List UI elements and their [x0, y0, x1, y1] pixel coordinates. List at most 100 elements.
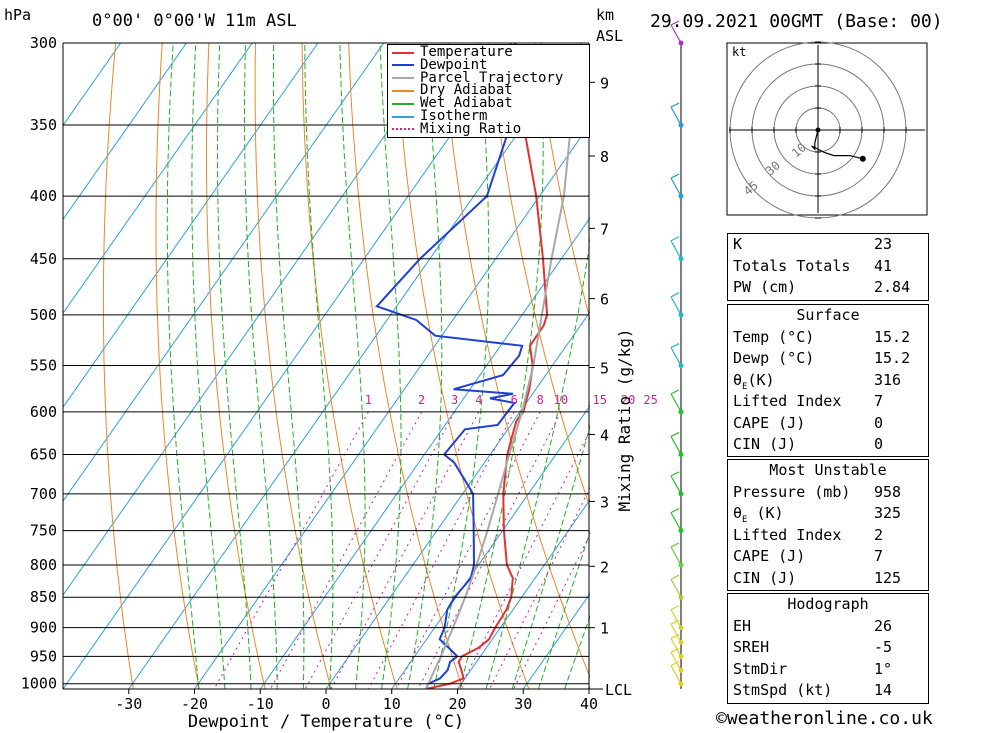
- km-tick-label: 2: [600, 558, 609, 576]
- pressure-tick-label: 650: [30, 445, 57, 463]
- wind-barb-staff: [670, 436, 682, 455]
- mixing-ratio-label: 15: [592, 393, 606, 407]
- surface-dewp-value: 15.2: [874, 349, 911, 367]
- mu-cape-label: CAPE (J): [733, 547, 806, 565]
- height-unit: km: [596, 6, 615, 24]
- wet-adiabat-line: [272, 43, 305, 689]
- eh-value: 26: [874, 616, 893, 635]
- lcl-label: LCL: [605, 681, 632, 699]
- mixing-ratio-label: 10: [554, 393, 568, 407]
- hodograph-stats-panel: Hodograph EH 26 SREH -5 StmDir 1° StmSpd (k…: [727, 593, 929, 704]
- wind-barb-staff: [670, 347, 682, 366]
- mixing-ratio-label: 1: [365, 393, 372, 407]
- mixing-ratio-line: [304, 411, 456, 689]
- surface-cin-label: CIN (J): [733, 435, 797, 453]
- wind-barb-flag: [670, 471, 680, 477]
- wind-barb-flag: [670, 647, 680, 653]
- wind-barb-staff: [670, 24, 682, 44]
- mixing-ratio-line: [417, 411, 562, 689]
- x-tick-label: 30: [514, 695, 532, 713]
- skewt-axes: 1 2 3 4 6 8 10 15 20 2530035040045050055060065070…: [21, 34, 658, 732]
- km-tick-label: 1: [600, 620, 609, 638]
- pw-label: PW (cm): [733, 278, 797, 296]
- mixing-ratio-label: 3: [451, 393, 458, 407]
- mu-cin-label: CIN (J): [733, 568, 797, 587]
- legend-swatch: [392, 51, 414, 54]
- mixing-ratio-line: [213, 411, 369, 689]
- hodograph-end-dot: [859, 155, 866, 162]
- mu-theta-value: 325: [874, 504, 902, 522]
- pressure-unit: hPa: [4, 6, 32, 24]
- wind-barb-flag: [670, 661, 680, 667]
- wind-barb-flag: [670, 574, 680, 580]
- surface-temp-value: 15.2: [874, 327, 911, 346]
- km-tick-label: 7: [600, 220, 609, 238]
- km-tick-label: 5: [600, 359, 609, 377]
- mixing-ratio-label: 25: [643, 393, 657, 407]
- surface-li-value: 7: [874, 392, 884, 410]
- x-tick-label: 40: [580, 695, 598, 713]
- x-tick-label: -30: [115, 695, 142, 713]
- x-tick-label: -20: [181, 695, 208, 713]
- dry-adiabat-line: [488, 43, 590, 509]
- credit-link[interactable]: ©weatheronline.co.uk: [716, 708, 933, 729]
- wind-barb-staff: [670, 512, 682, 531]
- mixing-ratio-label: 2: [418, 393, 425, 407]
- legend-item: Wet Adiabat: [392, 96, 513, 110]
- mixing-ratio-line: [489, 487, 590, 689]
- dry-adiabat-line: [441, 43, 590, 679]
- wind-barb-staff: [670, 546, 682, 566]
- legend-item: Temperature: [392, 45, 513, 59]
- wind-barb-flag: [670, 173, 680, 179]
- pressure-tick-label: 700: [30, 485, 57, 503]
- height-ref: ASL: [596, 27, 624, 45]
- mixing-ratio-axis-label: Mixing Ratio (g/kg): [615, 328, 634, 511]
- wind-barb-flag: [670, 605, 680, 611]
- wet-adiabat-line: [433, 43, 490, 689]
- pressure-tick-label: 950: [30, 647, 57, 665]
- legend-label: Mixing Ratio: [420, 120, 522, 137]
- dry-adiabat-line: [254, 43, 332, 689]
- pressure-tick-label: 550: [30, 357, 57, 375]
- surface-panel: Surface Temp (°C) 15.2 Dewp (°C) 15.2 θE(K…: [727, 304, 929, 457]
- legend-swatch: [392, 128, 414, 131]
- wind-barb-staff: [670, 393, 682, 413]
- wet-adiabat-line: [485, 237, 590, 689]
- mu-pressure-value: 958: [874, 482, 902, 501]
- skewt-background-lines: [63, 43, 590, 689]
- mixing-ratio-line: [458, 429, 590, 689]
- wet-adiabat-line: [244, 43, 278, 689]
- wet-adiabat-line: [459, 43, 544, 689]
- datetime-title: 29.09.2021 00GMT (Base: 00): [650, 11, 943, 32]
- surface-li-label: Lifted Index: [733, 392, 842, 410]
- isotherm-line: [63, 43, 187, 221]
- mu-title: Most Unstable: [769, 461, 887, 479]
- tt-value: 41: [874, 256, 893, 275]
- x-tick-label: 10: [383, 695, 401, 713]
- pressure-tick-label: 1000: [21, 675, 57, 693]
- wind-barb-staff: [670, 240, 682, 260]
- surface-theta-label: θE(K): [733, 370, 775, 392]
- km-tick-label: 4: [600, 426, 609, 444]
- wind-barb-flag: [670, 236, 680, 242]
- mixing-ratio-line: [368, 411, 515, 689]
- hodograph-frame: [726, 42, 928, 216]
- sreh-value: -5: [874, 638, 893, 656]
- hodograph-trace: [811, 129, 863, 160]
- isotherm-line: [63, 43, 253, 315]
- isotherm-line: [457, 498, 590, 689]
- x-tick-label: 20: [448, 695, 466, 713]
- pressure-tick-label: 500: [30, 306, 57, 324]
- mu-cin-value: 125: [874, 568, 902, 587]
- k-value: 23: [874, 235, 893, 253]
- mu-theta-label: θE (K): [733, 504, 784, 525]
- legend-item: Dry Adiabat: [392, 83, 513, 97]
- wind-barb-staff: [670, 296, 682, 316]
- pressure-tick-label: 900: [30, 619, 57, 637]
- wind-barb-staff: [670, 475, 682, 495]
- pressure-tick-label: 850: [30, 588, 57, 606]
- km-tick-label: 3: [600, 493, 609, 511]
- tt-label: Totals Totals: [733, 256, 851, 275]
- mixing-ratio-label: 4: [475, 393, 482, 407]
